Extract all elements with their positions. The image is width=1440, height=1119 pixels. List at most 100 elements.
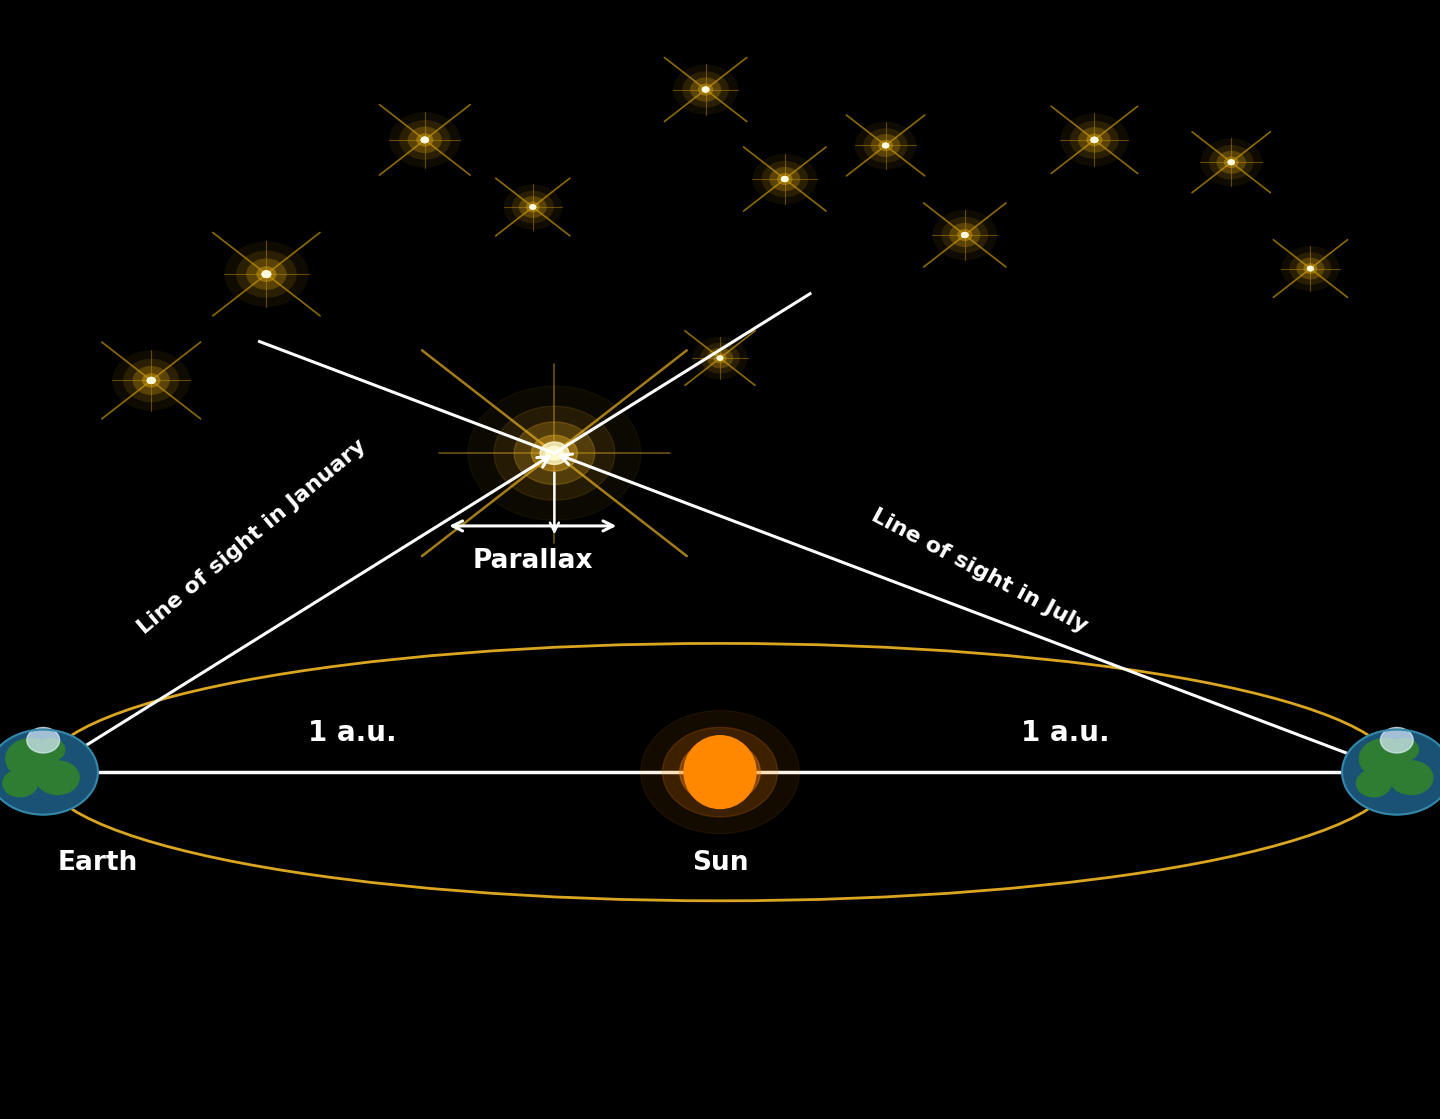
Circle shape: [36, 739, 65, 761]
Circle shape: [1342, 730, 1440, 815]
Circle shape: [780, 176, 789, 182]
Circle shape: [1228, 160, 1234, 164]
Circle shape: [778, 173, 792, 185]
Circle shape: [878, 140, 893, 151]
Circle shape: [958, 229, 972, 241]
Circle shape: [143, 374, 160, 387]
Circle shape: [949, 223, 981, 247]
Circle shape: [769, 167, 801, 191]
Circle shape: [526, 201, 540, 213]
Circle shape: [540, 442, 569, 464]
Circle shape: [225, 242, 308, 307]
Text: Line of sight in January: Line of sight in January: [134, 436, 370, 638]
Circle shape: [546, 446, 563, 460]
Circle shape: [36, 761, 79, 794]
Circle shape: [261, 270, 272, 279]
Circle shape: [1224, 157, 1238, 168]
Circle shape: [132, 366, 170, 395]
Circle shape: [1308, 266, 1313, 271]
Text: Line of sight in July: Line of sight in July: [868, 505, 1090, 637]
Circle shape: [147, 377, 156, 384]
Circle shape: [933, 210, 996, 261]
Circle shape: [1303, 263, 1318, 274]
Text: Sun: Sun: [691, 850, 749, 876]
Circle shape: [1060, 113, 1129, 167]
Circle shape: [514, 422, 595, 485]
Circle shape: [6, 739, 58, 779]
Circle shape: [468, 386, 641, 520]
Text: Earth: Earth: [58, 850, 138, 876]
Circle shape: [530, 205, 536, 209]
Circle shape: [680, 741, 760, 803]
Circle shape: [690, 77, 721, 102]
Circle shape: [504, 185, 562, 229]
Circle shape: [0, 730, 98, 815]
Circle shape: [511, 190, 554, 224]
Text: Parallax: Parallax: [472, 548, 593, 574]
Circle shape: [420, 137, 429, 143]
Circle shape: [717, 356, 723, 360]
Circle shape: [1289, 252, 1332, 285]
Circle shape: [262, 271, 271, 278]
Circle shape: [962, 233, 968, 237]
Circle shape: [683, 72, 729, 107]
Circle shape: [641, 711, 799, 834]
Circle shape: [112, 350, 190, 411]
Circle shape: [1390, 739, 1418, 761]
Circle shape: [855, 122, 916, 169]
Circle shape: [399, 120, 451, 160]
Circle shape: [236, 251, 297, 298]
Circle shape: [701, 86, 710, 93]
Circle shape: [1296, 257, 1325, 280]
Circle shape: [147, 377, 156, 384]
Circle shape: [713, 352, 727, 364]
Circle shape: [1356, 770, 1391, 797]
Circle shape: [1079, 128, 1110, 152]
Circle shape: [1390, 761, 1433, 794]
Circle shape: [1201, 139, 1261, 186]
Circle shape: [518, 196, 547, 218]
Ellipse shape: [684, 736, 756, 808]
Circle shape: [408, 126, 442, 153]
Circle shape: [703, 87, 708, 92]
Circle shape: [530, 205, 536, 209]
Circle shape: [1090, 137, 1099, 143]
Circle shape: [871, 134, 900, 157]
Circle shape: [674, 64, 739, 115]
Circle shape: [1381, 727, 1413, 753]
Circle shape: [1359, 739, 1411, 779]
Circle shape: [416, 133, 433, 147]
Circle shape: [3, 770, 37, 797]
Circle shape: [700, 342, 740, 374]
Circle shape: [1227, 159, 1236, 166]
Circle shape: [1282, 246, 1339, 291]
Circle shape: [717, 356, 723, 360]
Circle shape: [782, 177, 788, 181]
Circle shape: [883, 143, 888, 148]
Text: 1 a.u.: 1 a.u.: [308, 718, 397, 747]
Circle shape: [707, 348, 733, 368]
Circle shape: [422, 138, 428, 142]
Circle shape: [246, 258, 287, 290]
Circle shape: [1210, 145, 1253, 179]
Text: 1 a.u.: 1 a.u.: [1021, 718, 1110, 747]
Circle shape: [662, 727, 778, 817]
Circle shape: [256, 266, 276, 282]
Circle shape: [1092, 138, 1097, 142]
Circle shape: [881, 142, 890, 149]
Circle shape: [27, 727, 59, 753]
Circle shape: [531, 435, 577, 471]
Circle shape: [693, 337, 747, 379]
Circle shape: [753, 154, 818, 205]
Circle shape: [1070, 121, 1119, 159]
Circle shape: [960, 232, 969, 238]
Circle shape: [389, 112, 461, 168]
Circle shape: [864, 129, 907, 162]
Circle shape: [494, 406, 615, 500]
Circle shape: [698, 84, 713, 95]
Circle shape: [942, 217, 988, 253]
Circle shape: [1217, 151, 1246, 173]
Circle shape: [1086, 133, 1103, 147]
Circle shape: [762, 161, 808, 197]
Circle shape: [124, 359, 179, 402]
